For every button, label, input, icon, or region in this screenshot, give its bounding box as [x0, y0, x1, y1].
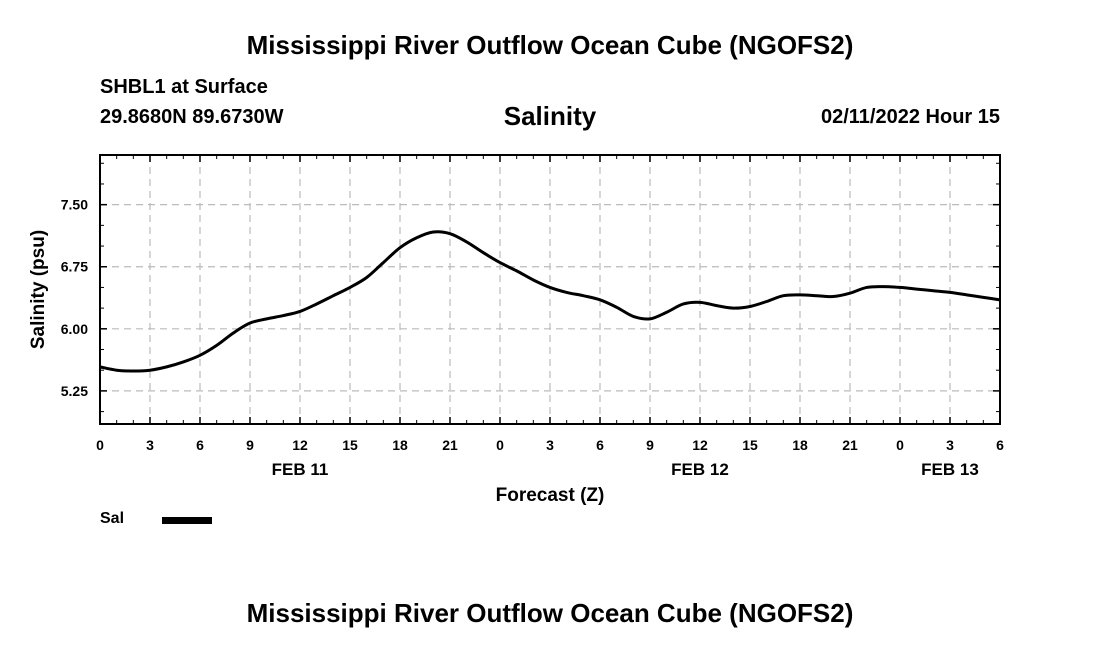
x-tick-label: 6 — [596, 437, 604, 453]
station-label: SHBL1 at Surface — [100, 76, 268, 98]
x-tick-label: 15 — [342, 437, 358, 453]
x-tick-label: 6 — [196, 437, 204, 453]
x-axis-date-labels: FEB 11 FEB 12 FEB 13 — [272, 460, 979, 479]
forecast-datetime: 02/11/2022 Hour 15 — [820, 106, 1000, 128]
legend-label: Sal — [100, 510, 125, 527]
page-title: Mississippi River Outflow Ocean Cube (NG… — [246, 30, 854, 60]
x-tick-label: 9 — [246, 437, 254, 453]
x-tick-label: 3 — [946, 437, 954, 453]
x-tick-label: 3 — [146, 437, 154, 453]
x-tick-label: 0 — [896, 437, 904, 453]
chart-title: Salinity — [503, 101, 597, 131]
series-line-sal — [99, 230, 1001, 373]
x-tick-label: 6 — [996, 437, 1004, 453]
x-tick-label: 12 — [292, 437, 308, 453]
x-tick-label: 15 — [742, 437, 758, 453]
x-tick-label: 9 — [646, 437, 654, 453]
x-tick-label: 0 — [496, 437, 504, 453]
plot-frame — [99, 154, 1001, 425]
y-tick-label: 6.00 — [61, 321, 88, 337]
x-tick-label: 21 — [442, 437, 458, 453]
x-tick-label: 3 — [546, 437, 554, 453]
date-label: FEB 13 — [921, 460, 979, 479]
chart-grid — [100, 155, 1000, 424]
legend-swatch — [162, 517, 212, 524]
x-tick-label: 0 — [96, 437, 104, 453]
footer-title: Mississippi River Outflow Ocean Cube (NG… — [246, 598, 854, 628]
x-tick-label: 18 — [792, 437, 808, 453]
y-axis-ticks: 5.25 6.00 6.75 7.50 — [61, 162, 1000, 413]
x-axis-label: Forecast (Z) — [496, 485, 605, 506]
y-tick-label: 5.25 — [61, 383, 88, 399]
y-axis-label: Salinity (psu) — [28, 230, 49, 349]
x-axis-ticks: 0 3 6 9 12 15 18 21 0 3 6 9 12 15 18 21 0 3 6 — [96, 155, 1004, 453]
station-coordinates: 29.8680N 89.6730W — [100, 106, 284, 128]
date-label: FEB 11 — [272, 460, 329, 479]
y-tick-label: 7.50 — [61, 197, 88, 213]
x-tick-label: 12 — [692, 437, 708, 453]
x-tick-label: 21 — [842, 437, 858, 453]
y-tick-label: 6.75 — [61, 259, 88, 275]
series-group — [99, 230, 1001, 373]
x-tick-label: 18 — [392, 437, 408, 453]
date-label: FEB 12 — [671, 460, 729, 479]
